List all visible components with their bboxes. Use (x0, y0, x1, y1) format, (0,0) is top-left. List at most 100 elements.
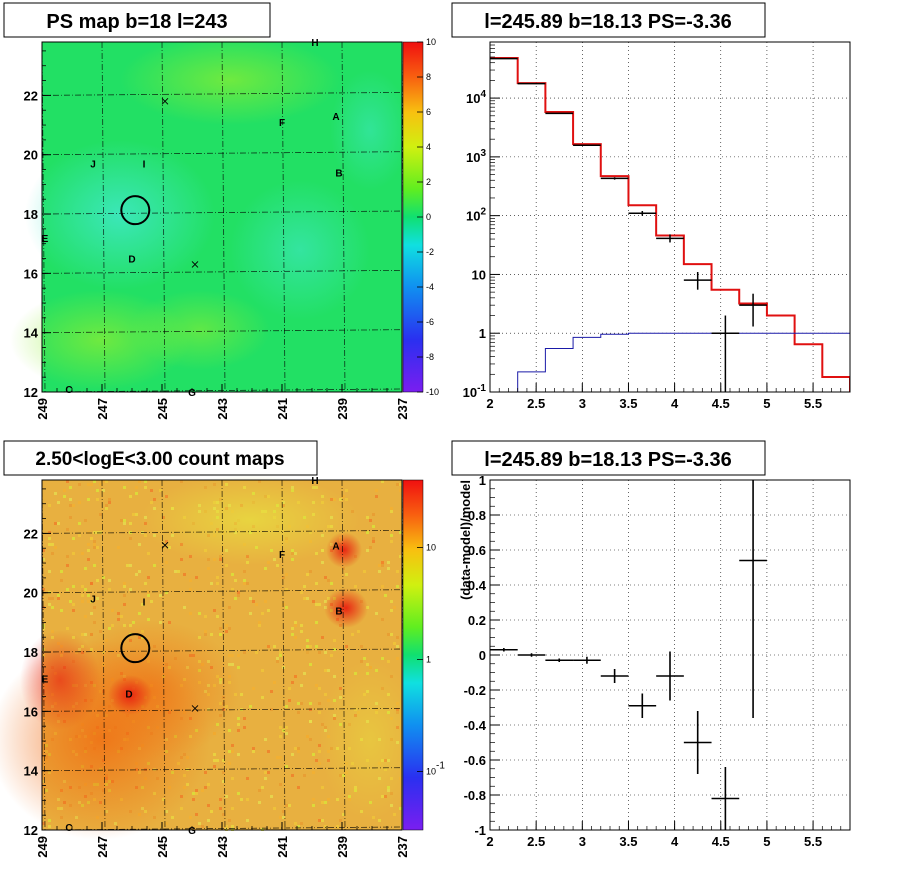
spectrum-panel: l=245.89 b=18.13 PS=-3.36 2 2.5 3 3.5 4 4.5 5 5… (451, 2, 851, 411)
count-map-pixel (150, 600, 153, 603)
count-map-pixel (225, 825, 228, 828)
count-map-pixel (63, 489, 66, 492)
count-map-pixel (216, 576, 219, 579)
x-tick-label: 4 (671, 396, 679, 411)
count-map-pixel (228, 819, 231, 822)
source-x-marker (191, 261, 199, 268)
count-map-pixel (48, 597, 51, 600)
ps-map-coordinate-grid (41, 41, 406, 393)
y-tick-label: 0.6 (468, 543, 486, 558)
colorbar-tick-label: 6 (426, 107, 431, 117)
count-map-pixel (189, 612, 192, 615)
y-tick-label: 0.2 (468, 613, 486, 628)
count-map-pixel (252, 747, 255, 750)
count-map-pixel (270, 795, 273, 798)
count-map-pixel (219, 798, 222, 801)
count-map-pixel (213, 759, 216, 762)
x-tick-label: 3.5 (619, 834, 637, 849)
count-map-pixel (318, 702, 321, 705)
count-map-colorbar: 10-1 1 10 (402, 479, 445, 831)
count-map-pixel (399, 807, 402, 810)
count-map-pixel (399, 531, 402, 534)
residuals-panel: l=245.89 b=18.13 PS=-3.36 2 2.5 3 3.5 4 4.5 5 5… (451, 440, 851, 849)
count-map-overlay: A B C D E F G H I J (42, 476, 343, 837)
x-tick-label: 4.5 (712, 834, 730, 849)
count-map-pixel (378, 564, 381, 567)
count-map-pixel (396, 645, 399, 648)
count-map-pixel (381, 561, 384, 564)
count-map-pixel (198, 612, 201, 615)
x-tick-label: 4 (671, 834, 679, 849)
count-map-pixel (234, 579, 237, 582)
count-map-pixel (90, 537, 93, 540)
count-map-pixel (174, 570, 177, 573)
count-map-pixel (147, 591, 150, 594)
count-map-pixel (285, 705, 288, 708)
source-label: G (188, 388, 196, 399)
count-map-pixel (228, 627, 231, 630)
count-map-pixel (243, 579, 246, 582)
count-map-pixel (150, 489, 153, 492)
count-map-pixel (249, 597, 252, 600)
count-map-pixel (381, 564, 384, 567)
count-map-pixel (72, 537, 75, 540)
count-map-pixel (318, 711, 321, 714)
count-map-pixel (60, 609, 63, 612)
count-map-pixel (138, 570, 141, 573)
count-map-pixel (231, 750, 234, 753)
count-map-pixel (321, 819, 324, 822)
count-map-pixel (144, 486, 147, 489)
source-label: I (143, 160, 146, 171)
count-map-pixel (69, 486, 72, 489)
count-map-pixel (54, 522, 57, 525)
count-map-pixel (375, 489, 378, 492)
count-map-pixel (51, 606, 54, 609)
count-map-pixel (72, 585, 75, 588)
count-map-pixel (342, 567, 345, 570)
y-tick-label: -0.4 (464, 718, 487, 733)
count-map-pixel (273, 645, 276, 648)
count-map-pixel (63, 495, 66, 498)
count-map-pixel (225, 630, 228, 633)
count-map-pixel (309, 663, 312, 666)
count-map-pixel (390, 600, 393, 603)
count-map-pixel (69, 600, 72, 603)
count-map-pixel (228, 762, 231, 765)
count-map-pixel (357, 630, 360, 633)
count-map-pixel (123, 594, 126, 597)
count-map-pixel (213, 765, 216, 768)
count-map-pixel (237, 666, 240, 669)
count-map-pixel (108, 498, 111, 501)
y-tick-label: 14 (24, 326, 39, 341)
count-map-pixel (318, 651, 321, 654)
count-map-pixel (288, 804, 291, 807)
x-tick-label: 243 (215, 398, 230, 420)
y-tick-label: 1 (479, 473, 486, 488)
count-map-pixel (324, 825, 327, 828)
count-map-pixel (96, 489, 99, 492)
count-map-pixel (297, 750, 300, 753)
count-map-pixel (231, 807, 234, 810)
count-map-pixel (48, 504, 51, 507)
x-tick-label: 237 (395, 398, 410, 420)
count-map-pixel (300, 702, 303, 705)
count-map-pixel (96, 579, 99, 582)
count-map-pixel (381, 480, 384, 483)
count-map-pixel (297, 747, 300, 750)
count-map-pixel (282, 816, 285, 819)
count-map-pixel (309, 720, 312, 723)
count-map-pixel (213, 609, 216, 612)
count-map-pixel (108, 588, 111, 591)
count-map-pixel (300, 591, 303, 594)
count-map-pixel (159, 489, 162, 492)
count-map-pixel (240, 798, 243, 801)
count-map-pixel (303, 672, 306, 675)
count-map-pixel (381, 618, 384, 621)
count-map-pixel (123, 519, 126, 522)
count-map-pixel (324, 801, 327, 804)
count-map-pixel (228, 606, 231, 609)
count-map-pixel (264, 777, 267, 780)
count-map-pixel (102, 480, 105, 483)
count-map-pixel (285, 588, 288, 591)
count-map-pixel (84, 588, 87, 591)
